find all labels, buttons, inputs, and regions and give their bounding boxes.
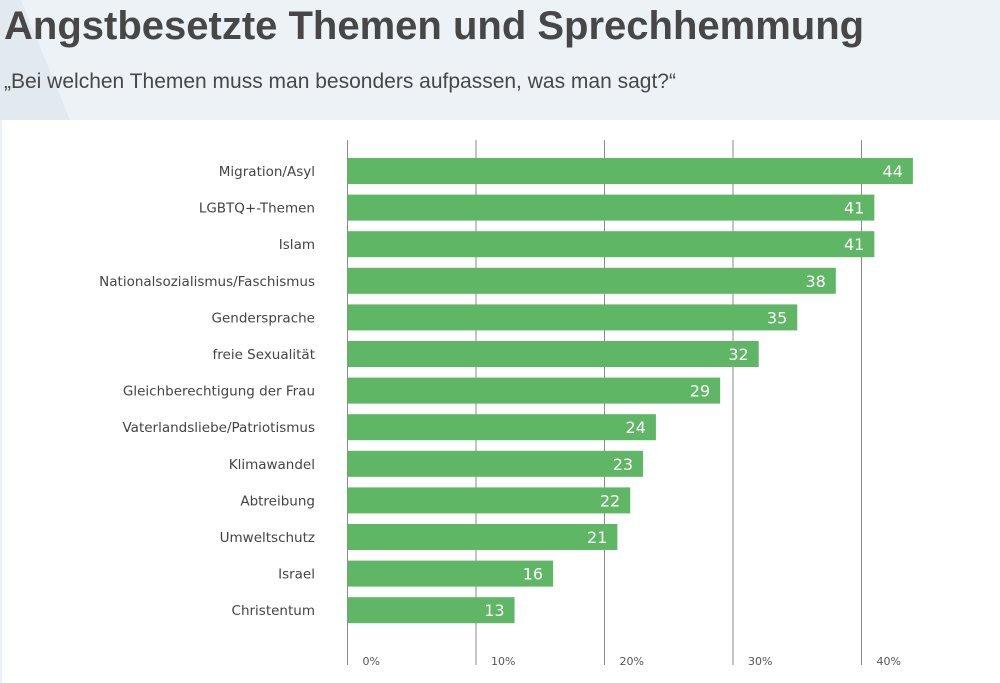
data-label: 38 — [805, 272, 825, 291]
data-label: 23 — [613, 455, 633, 474]
x-tick-label: 40% — [877, 655, 901, 668]
bar — [347, 377, 721, 404]
category-label: Migration/Asyl — [219, 164, 315, 180]
data-label: 29 — [690, 382, 710, 401]
category-label: Israel — [278, 567, 315, 583]
bar — [347, 304, 798, 331]
category-label: Christentum — [232, 603, 315, 619]
data-label: 22 — [600, 491, 620, 510]
category-label: Abtreibung — [240, 493, 315, 509]
bar — [347, 231, 875, 258]
bar — [347, 194, 875, 221]
category-label: Islam — [279, 237, 315, 253]
bar — [347, 450, 644, 477]
data-label: 41 — [844, 235, 864, 254]
bar — [347, 267, 836, 294]
bar — [347, 524, 618, 550]
category-label: Vaterlandsliebe/Patriotismus — [122, 420, 315, 436]
x-tick-label: 0% — [363, 655, 380, 668]
x-tick-label: 10% — [491, 655, 515, 668]
category-label: freie Sexualität — [213, 347, 315, 363]
x-tick-label: 20% — [620, 655, 644, 668]
data-label: 44 — [883, 162, 903, 181]
bar — [347, 560, 554, 587]
data-label: 13 — [484, 601, 504, 620]
data-label: 32 — [728, 345, 748, 364]
bar — [347, 341, 759, 367]
category-label: Umweltschutz — [220, 530, 315, 546]
bar — [347, 597, 515, 624]
category-label: Gleichberechtigung der Frau — [123, 384, 315, 400]
category-label: Klimawandel — [229, 457, 315, 473]
data-label: 21 — [587, 528, 607, 547]
bar — [347, 158, 913, 184]
data-label: 24 — [626, 418, 646, 437]
data-label: 35 — [767, 308, 787, 327]
x-tick-label: 30% — [748, 655, 772, 668]
bar — [347, 414, 656, 441]
data-label: 16 — [523, 565, 543, 584]
category-label: LGBTQ+-Themen — [199, 201, 315, 217]
data-label: 41 — [844, 199, 864, 218]
chart-subtitle: „Bei welchen Themen muss man besonders a… — [4, 70, 676, 93]
category-label: Nationalsozialismus/Faschismus — [99, 274, 315, 290]
bar — [347, 487, 631, 514]
chart-title: Angstbesetzte Themen und Sprechhemmung — [4, 4, 865, 48]
category-label: Gendersprache — [212, 310, 315, 326]
